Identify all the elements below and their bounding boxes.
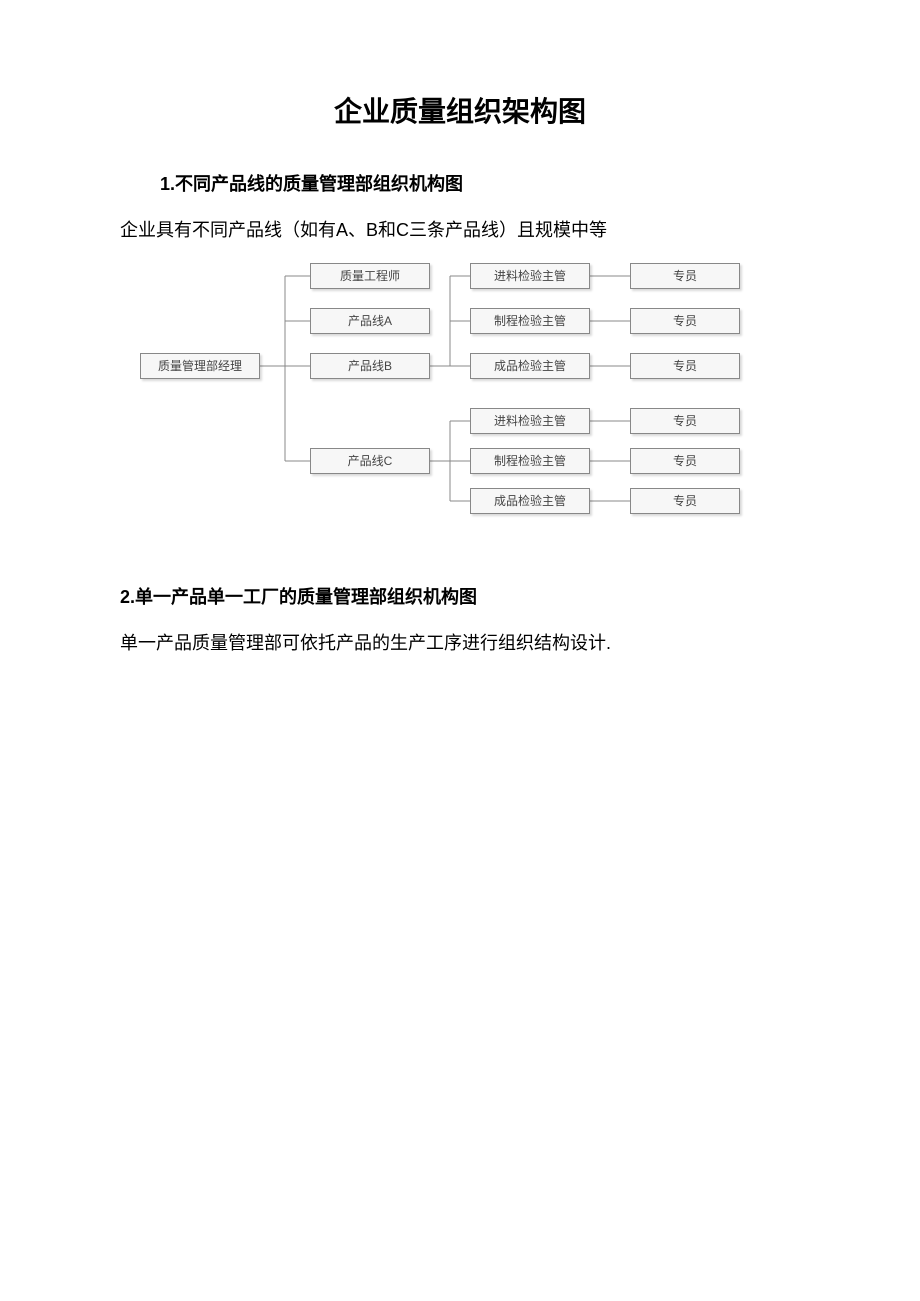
org-node-s3: 成品检验主管 bbox=[470, 353, 590, 379]
org-node-m4: 专员 bbox=[630, 408, 740, 434]
section1-intro: 企业具有不同产品线（如有A、B和C三条产品线）且规模中等 bbox=[120, 216, 800, 245]
page-title: 企业质量组织架构图 bbox=[120, 90, 800, 130]
org-node-qe: 质量工程师 bbox=[310, 263, 430, 289]
section1-heading: 1.不同产品线的质量管理部组织机构图 bbox=[160, 170, 800, 196]
org-node-root: 质量管理部经理 bbox=[140, 353, 260, 379]
org-node-s4: 进料检验主管 bbox=[470, 408, 590, 434]
org-node-s2: 制程检验主管 bbox=[470, 308, 590, 334]
org-node-m5: 专员 bbox=[630, 448, 740, 474]
section2-heading: 2.单一产品单一工厂的质量管理部组织机构图 bbox=[120, 583, 800, 609]
org-node-s1: 进料检验主管 bbox=[470, 263, 590, 289]
org-node-m1: 专员 bbox=[630, 263, 740, 289]
org-node-s6: 成品检验主管 bbox=[470, 488, 590, 514]
document-page: 企业质量组织架构图 1.不同产品线的质量管理部组织机构图 企业具有不同产品线（如… bbox=[0, 0, 920, 1301]
org-node-pc: 产品线C bbox=[310, 448, 430, 474]
org-chart-1: 质量管理部经理 质量工程师产品线A 产品线B 产品线C 进料检验主管制程检验主管成品检验… bbox=[140, 253, 780, 553]
org-node-m6: 专员 bbox=[630, 488, 740, 514]
section2-intro: 单一产品质量管理部可依托产品的生产工序进行组织结构设计. bbox=[120, 629, 800, 658]
org-node-pa: 产品线A bbox=[310, 308, 430, 334]
org-node-m3: 专员 bbox=[630, 353, 740, 379]
org-node-m2: 专员 bbox=[630, 308, 740, 334]
org-node-s5: 制程检验主管 bbox=[470, 448, 590, 474]
org-node-pb: 产品线B bbox=[310, 353, 430, 379]
